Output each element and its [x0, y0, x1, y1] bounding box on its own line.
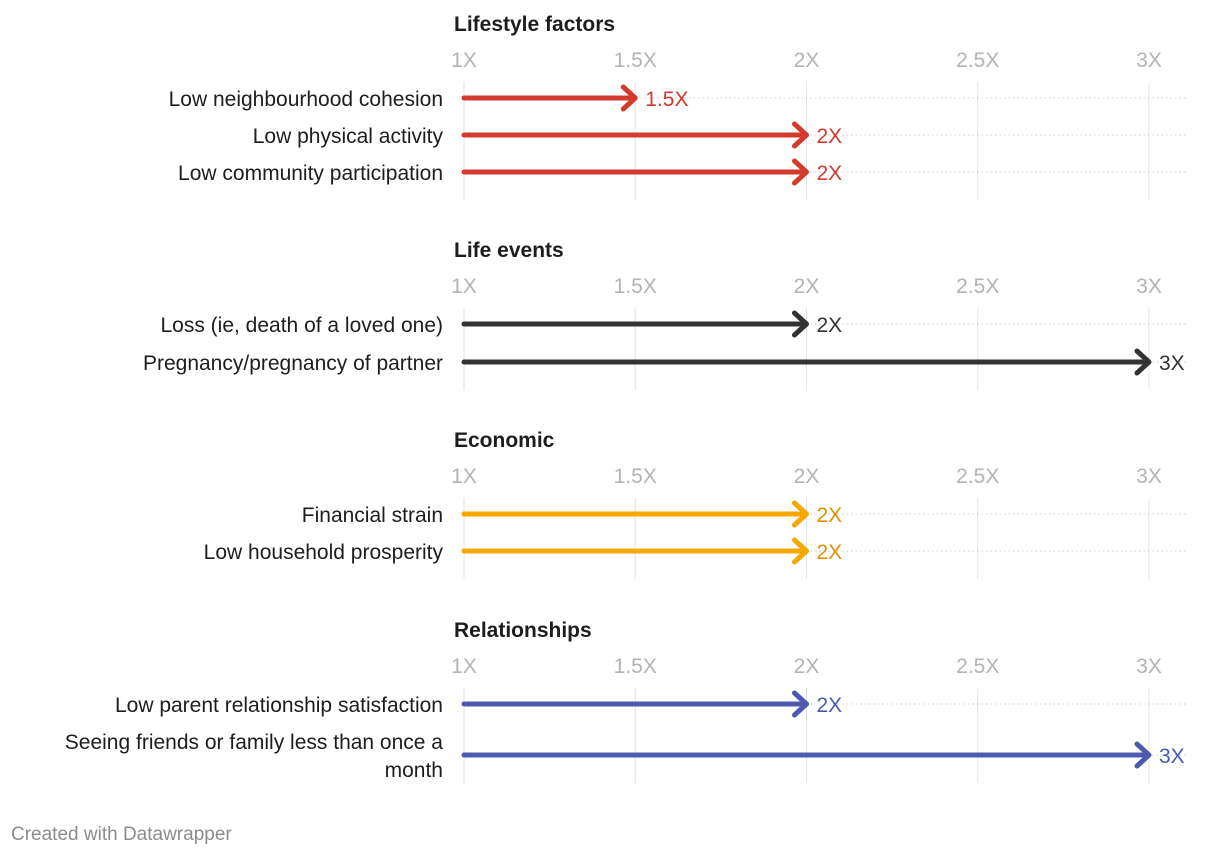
- tick-label: 1X: [451, 465, 477, 488]
- tick-label: 1.5X: [614, 49, 657, 72]
- tick-label: 1X: [451, 275, 477, 298]
- row-label: Pregnancy/pregnancy of partner: [143, 352, 443, 375]
- tick-label: 2.5X: [956, 655, 999, 678]
- tick-label: 3X: [1136, 465, 1162, 488]
- value-label: 1.5X: [645, 88, 688, 111]
- row-label: Low physical activity: [253, 125, 444, 148]
- tick-label: 1.5X: [614, 465, 657, 488]
- arrow-head: [792, 690, 809, 718]
- tick-label: 3X: [1136, 655, 1162, 678]
- value-label: 2X: [817, 541, 843, 564]
- tick-label: 2X: [794, 465, 820, 488]
- row-label: Low neighbourhood cohesion: [169, 88, 443, 111]
- tick-label: 3X: [1136, 49, 1162, 72]
- value-label: 2X: [817, 125, 843, 148]
- tick-label: 2.5X: [956, 275, 999, 298]
- tick-label: 1X: [451, 655, 477, 678]
- arrow-head: [792, 537, 809, 565]
- value-label: 2X: [817, 162, 843, 185]
- row-label: Financial strain: [302, 504, 443, 527]
- value-label: 3X: [1159, 745, 1185, 768]
- tick-label: 2.5X: [956, 49, 999, 72]
- arrow-head: [1134, 348, 1152, 376]
- row-label: Loss (ie, death of a loved one): [160, 314, 443, 337]
- tick-label: 2X: [794, 275, 820, 298]
- row-label: Seeing friends or family less than once …: [65, 731, 444, 754]
- tick-label: 3X: [1136, 275, 1162, 298]
- tick-label: 1X: [451, 49, 477, 72]
- arrow-head: [792, 500, 809, 528]
- arrow-head: [792, 310, 809, 338]
- tick-label: 2X: [794, 655, 820, 678]
- group-title: Relationships: [454, 619, 592, 642]
- row-label: Low parent relationship satisfaction: [115, 694, 443, 717]
- tick-label: 2.5X: [956, 465, 999, 488]
- arrow-head: [1134, 741, 1152, 769]
- datawrapper-credit: Created with Datawrapper: [11, 824, 232, 845]
- value-label: 2X: [817, 314, 843, 337]
- tick-label: 2X: [794, 49, 820, 72]
- row-label: month: [385, 759, 443, 782]
- arrow-head: [792, 121, 809, 149]
- tick-label: 1.5X: [614, 275, 657, 298]
- arrow-head: [792, 158, 809, 186]
- value-label: 3X: [1159, 352, 1185, 375]
- group-title: Lifestyle factors: [454, 13, 615, 36]
- group-title: Economic: [454, 429, 555, 452]
- tick-label: 1.5X: [614, 655, 657, 678]
- value-label: 2X: [817, 694, 843, 717]
- value-label: 2X: [817, 504, 843, 527]
- group-title: Life events: [454, 239, 564, 262]
- row-label: Low household prosperity: [204, 541, 444, 564]
- row-label: Low community participation: [178, 162, 443, 185]
- arrow-head: [620, 84, 638, 112]
